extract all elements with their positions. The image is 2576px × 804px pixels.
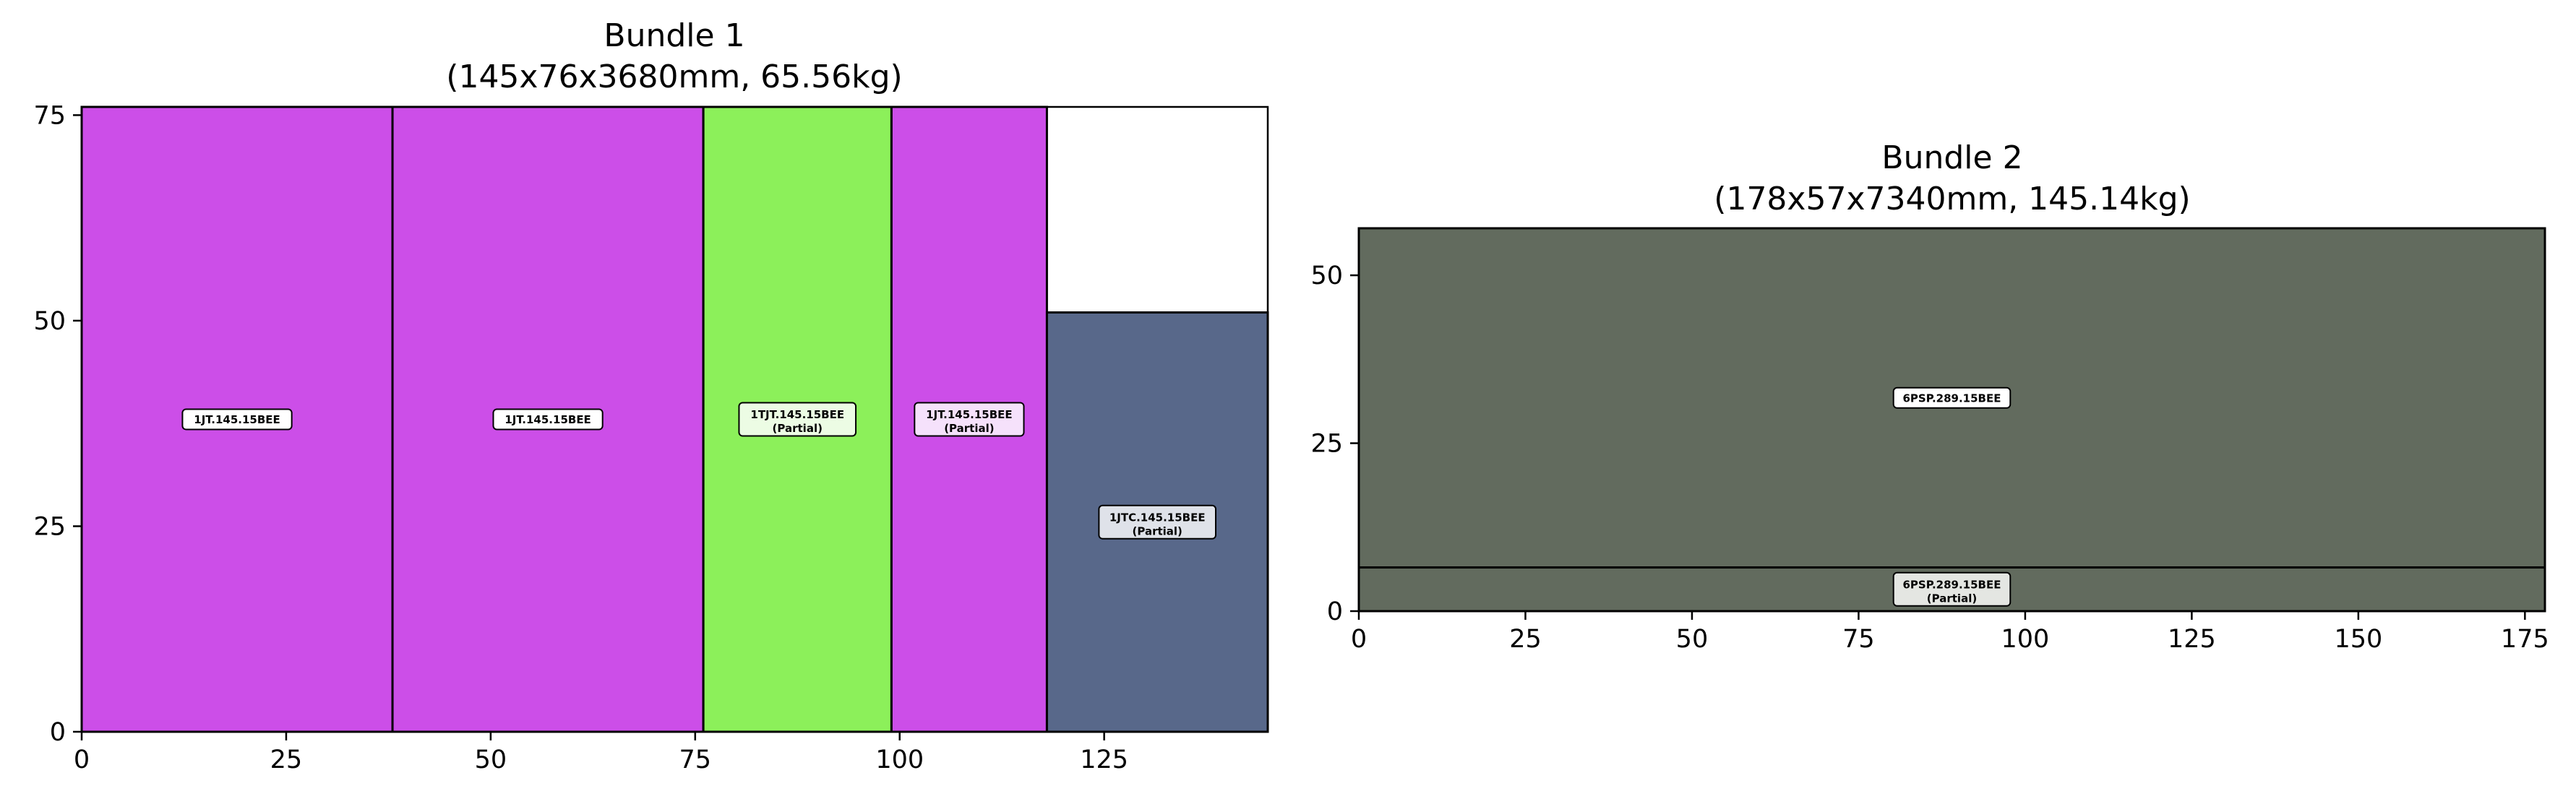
item-label-box <box>181 408 293 431</box>
y-tick-label: 0 <box>50 718 66 747</box>
item-label: 1JT.145.15BEE <box>505 413 591 426</box>
y-tick-label: 0 <box>1327 597 1343 626</box>
bundle-1-title: Bundle 1 <box>604 17 744 54</box>
item-label: 6PSP.289.15BEE <box>1903 392 2001 405</box>
x-tick-label: 25 <box>270 745 303 774</box>
bundle-1-plot-area: 1JT.145.15BEE 1JT.145.15BEE 1TJT.145.15BEE… <box>33 101 1269 774</box>
item-label: 1JT.145.15BEE <box>926 408 1012 421</box>
x-tick-label: 50 <box>1676 625 1709 654</box>
x-tick-label: 0 <box>74 745 90 774</box>
item-label: 6PSP.289.15BEE <box>1903 578 2001 591</box>
axes-frame <box>80 105 1269 733</box>
y-tick-label: 25 <box>33 512 66 541</box>
item-label-box <box>1892 571 2012 607</box>
x-tick-label: 150 <box>2334 625 2382 654</box>
item-sublabel: (Partial) <box>773 422 823 435</box>
x-tick-label: 175 <box>2501 625 2549 654</box>
y-tick-label: 75 <box>33 101 66 130</box>
x-tick-label: 50 <box>475 745 507 774</box>
item-label-box <box>1892 386 2012 409</box>
item-label-box <box>914 402 1025 437</box>
axes-frame <box>1357 227 2546 613</box>
x-tick-label: 125 <box>2168 625 2216 654</box>
bundle-2-panel: Bundle 2 (178x57x7340mm, 145.14kg) 6PSP.… <box>1310 139 2549 654</box>
bundle-2-subtitle: (178x57x7340mm, 145.14kg) <box>1714 181 2190 217</box>
y-tick-label: 25 <box>1310 430 1343 459</box>
x-tick-label: 100 <box>875 745 924 774</box>
x-tick-label: 75 <box>1842 625 1875 654</box>
y-tick-label: 50 <box>1310 261 1343 290</box>
x-tick-label: 0 <box>1351 625 1367 654</box>
item-label-box <box>738 402 857 437</box>
item-sublabel: (Partial) <box>1927 592 1977 605</box>
bundle-1-panel: Bundle 1 (145x76x3680mm, 65.56kg) 1JT.14… <box>33 17 1269 774</box>
item-label: 1TJT.145.15BEE <box>750 408 844 421</box>
item-label: 1JTC.145.15BEE <box>1109 511 1206 524</box>
y-tick-label: 50 <box>33 307 66 336</box>
x-tick-label: 100 <box>2001 625 2050 654</box>
item-label-box <box>1098 504 1217 540</box>
bundle-2-title: Bundle 2 <box>1881 139 2022 176</box>
item-label: 1JT.145.15BEE <box>194 413 280 426</box>
bundle-1-subtitle: (145x76x3680mm, 65.56kg) <box>446 59 902 95</box>
item-sublabel: (Partial) <box>1133 524 1182 537</box>
x-tick-label: 25 <box>1509 625 1542 654</box>
x-tick-label: 75 <box>679 745 712 774</box>
item-label-box <box>492 408 604 431</box>
x-tick-label: 125 <box>1080 745 1128 774</box>
item-sublabel: (Partial) <box>944 422 994 435</box>
